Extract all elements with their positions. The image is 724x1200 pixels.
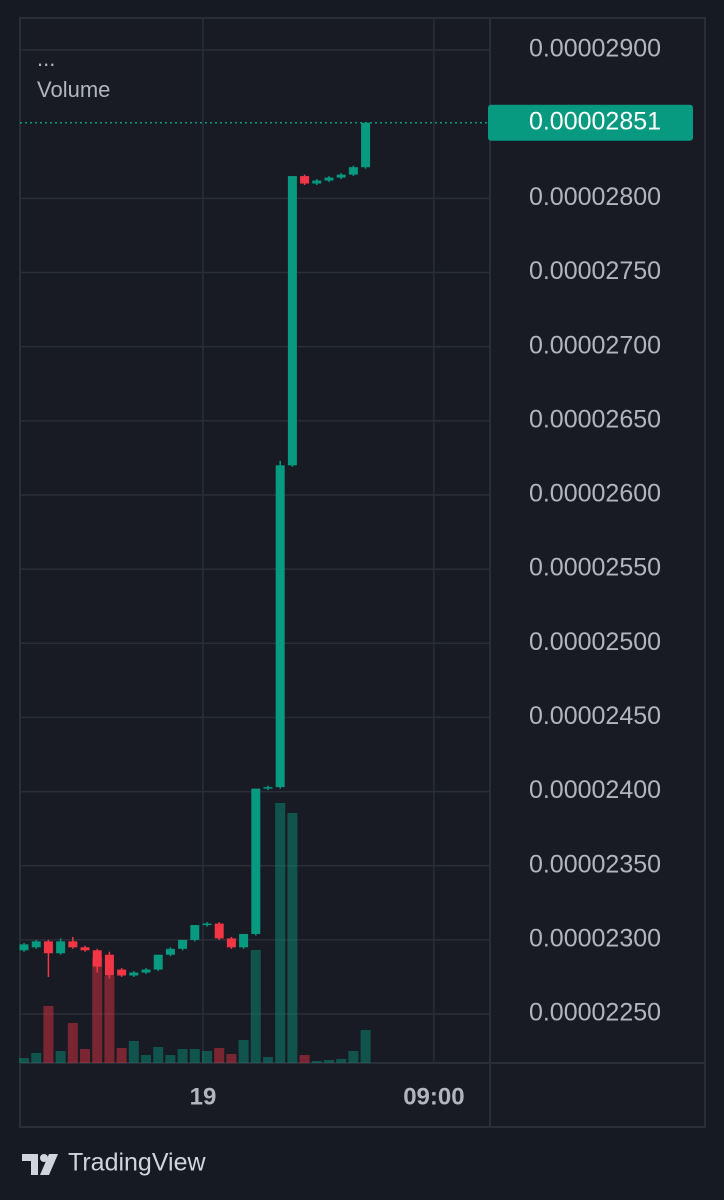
indicator-label: Volume (37, 77, 110, 102)
volume-bar (31, 1053, 42, 1063)
candle-body (214, 923, 224, 939)
plot (19, 18, 490, 1063)
candle-body (348, 167, 358, 175)
volume-bar (348, 1051, 359, 1063)
candle-body (104, 954, 114, 976)
volume-bar (165, 1055, 176, 1063)
y-tick-label: 0.00002300 (529, 925, 661, 953)
candle-body (117, 969, 127, 976)
last-price-box (488, 104, 693, 141)
x-tick-label: 09:00 (403, 1083, 464, 1110)
volume-bar (55, 1051, 66, 1063)
y-tick-label: 0.00002600 (529, 480, 661, 508)
y-tick-label: 0.00002250 (529, 999, 661, 1027)
last-price-label: 0.00002851 (529, 107, 661, 135)
volume-bar (67, 1023, 78, 1063)
menu-dots[interactable]: ... (37, 46, 55, 71)
y-tick-label: 0.00002400 (529, 776, 661, 804)
volume-bar (153, 1047, 164, 1063)
chart-frame (19, 17, 706, 1128)
candle-body (165, 948, 175, 955)
candle-body (80, 947, 90, 951)
candle-body (202, 923, 212, 926)
candle-body (178, 939, 188, 949)
volume-bar (141, 1055, 152, 1063)
volume-bar (104, 976, 115, 1063)
candle-body (19, 944, 29, 951)
y-tick-label: 0.00002650 (529, 405, 661, 433)
volume-bar (177, 1049, 188, 1063)
y-tick-label: 0.00002700 (529, 331, 661, 359)
candle-body (226, 938, 236, 948)
volume-bar (275, 803, 286, 1063)
volume-bar (360, 1030, 371, 1063)
brand-name: TradingView (68, 1149, 207, 1177)
volume-bar (336, 1059, 347, 1063)
volume-bar (323, 1060, 334, 1063)
volume-bar (311, 1061, 322, 1063)
volume-bar (287, 813, 298, 1063)
candle-body (263, 787, 273, 789)
volume-bar (201, 1051, 212, 1063)
volume-bar (128, 1041, 139, 1063)
candle-body (324, 177, 334, 181)
candle-body (68, 941, 78, 948)
candle-body (336, 174, 346, 178)
volume-bar (250, 950, 261, 1063)
volume-bar (19, 1058, 30, 1063)
x-tick-label: 19 (190, 1083, 217, 1110)
candle-body (153, 954, 163, 970)
candle-body (190, 925, 200, 940)
y-tick-label: 0.00002800 (529, 183, 661, 211)
y-tick-label: 0.00002900 (529, 35, 661, 63)
volume-bar (80, 1049, 91, 1063)
volume-bar (92, 958, 103, 1063)
y-tick-label: 0.00002350 (529, 850, 661, 878)
candle-body (43, 941, 53, 954)
y-tick-label: 0.00002500 (529, 628, 661, 656)
brand-logo (22, 1154, 58, 1175)
candle-body (129, 972, 139, 976)
volume-bar (238, 1040, 249, 1063)
candle-body (300, 176, 310, 184)
candle-body (287, 176, 297, 466)
candle-body (92, 950, 102, 967)
volume-bar (189, 1049, 200, 1063)
candle-body (251, 788, 261, 934)
y-tick-label: 0.00002750 (529, 257, 661, 285)
y-tick-label: 0.00002550 (529, 554, 661, 582)
candle-body (312, 180, 322, 184)
volume-bar (262, 1057, 273, 1063)
volume-bar (214, 1048, 225, 1063)
volume-bar (226, 1054, 237, 1063)
candle-body (31, 941, 41, 948)
candle-body (141, 969, 151, 973)
y-tick-label: 0.00002450 (529, 702, 661, 730)
volume-bar (116, 1048, 127, 1063)
candle-body (239, 933, 249, 948)
volume-bar (299, 1055, 310, 1063)
candle-body (275, 465, 285, 788)
candle-body (361, 122, 371, 168)
volume-bar (43, 1006, 54, 1063)
candle-body (56, 941, 66, 954)
